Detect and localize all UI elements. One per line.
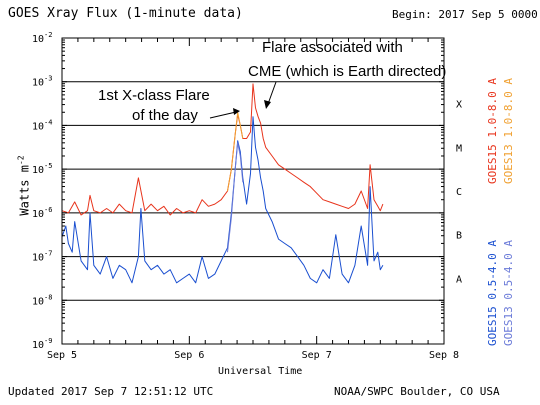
y-tick-label: 10-4: [32, 118, 52, 132]
annotation-arrow: [209, 111, 237, 119]
annotation-arrow: [267, 81, 277, 105]
flare-class-labels: A B C M X: [456, 100, 462, 286]
credit: NOAA/SWPC Boulder, CO USA: [334, 385, 500, 398]
y-tick-label: 10-2: [32, 31, 52, 45]
series-line: [61, 116, 384, 284]
legend-goes13-long: GOES13 1.0-8.0 A: [502, 78, 515, 184]
series-line: [227, 111, 244, 192]
y-tick-exponent: -2: [44, 31, 52, 39]
flare-class-label: A: [456, 274, 462, 285]
y-tick-label: 10-3: [32, 75, 52, 89]
y-tick-exponent: -4: [44, 118, 52, 126]
y-tick-label: 10-6: [32, 206, 52, 220]
annotation-arrowhead: [264, 100, 271, 109]
grid-lines: [62, 81, 444, 301]
annotation-cme: Flare associated with: [262, 39, 403, 56]
y-tick-exponent: -8: [44, 293, 52, 301]
chart-title: GOES Xray Flux (1-minute data): [8, 6, 243, 21]
y-tick-label: 10-7: [32, 250, 52, 264]
legend-goes15-long: GOES15 1.0-8.0 A: [486, 78, 499, 184]
begin-time: Begin: 2017 Sep 5 0000 UTC: [392, 8, 540, 21]
flare-class-label: B: [456, 231, 462, 242]
annotation-cme: CME (which is Earth directed): [248, 63, 446, 80]
x-tick-label: Sep 7: [302, 350, 332, 361]
annotation-x-class: 1st X-class Flare: [98, 87, 210, 104]
x-tick-label: Sep 8: [429, 350, 459, 361]
x-ticks: Sep 5 Sep 6 Sep 7 Sep 8: [47, 38, 459, 361]
x-tick-label: Sep 5: [47, 350, 77, 361]
annotation-x-class: of the day: [132, 107, 198, 124]
y-tick-label: 10-9: [32, 337, 52, 351]
flare-class-label: C: [456, 187, 462, 198]
y-tick-exponent: -9: [44, 337, 52, 345]
flare-class-label: M: [456, 143, 462, 154]
y-tick-label: 10-8: [32, 293, 52, 307]
y-tick-label: 10-5: [32, 162, 52, 176]
legend-goes13-short: GOES13 0.5-4.0 A: [502, 240, 515, 346]
x-axis-label: Universal Time: [218, 366, 303, 377]
updated-timestamp: Updated 2017 Sep 7 12:51:12 UTC: [8, 385, 214, 398]
x-tick-label: Sep 6: [174, 350, 204, 361]
y-tick-exponent: -6: [44, 206, 52, 214]
flare-class-label: X: [456, 100, 462, 111]
series-line: [227, 142, 244, 253]
legend-goes15-short: GOES15 0.5-4.0 A: [486, 240, 499, 346]
y-tick-exponent: -3: [44, 75, 52, 83]
y-tick-exponent: -5: [44, 162, 52, 170]
annotation-arrowhead: [233, 108, 240, 115]
series-lines: [61, 83, 384, 284]
annotations: 1st X-class Flare of the day Flare associa…: [98, 39, 446, 124]
y-tick-exponent: -7: [44, 250, 52, 258]
